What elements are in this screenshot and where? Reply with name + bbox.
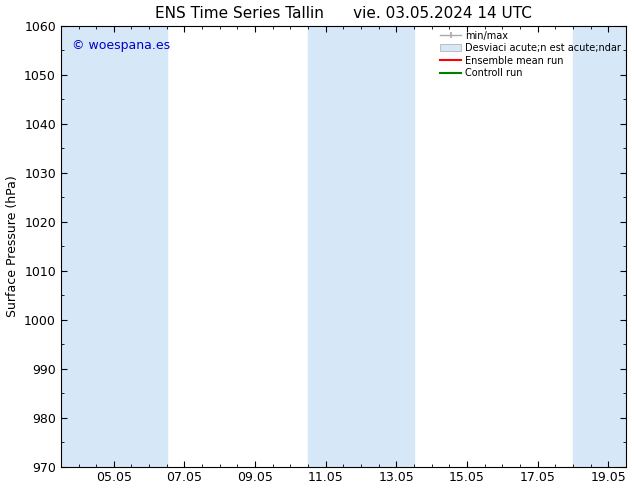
Legend: min/max, Desviaci acute;n est acute;ndar, Ensemble mean run, Controll run: min/max, Desviaci acute;n est acute;ndar… bbox=[438, 29, 623, 80]
Bar bbox=[344, 26, 414, 466]
Bar bbox=[308, 26, 344, 466]
Title: ENS Time Series Tallin      vie. 03.05.2024 14 UTC: ENS Time Series Tallin vie. 03.05.2024 1… bbox=[155, 5, 532, 21]
Bar bbox=[573, 26, 626, 466]
Bar bbox=[61, 26, 114, 466]
Bar bbox=[114, 26, 167, 466]
Y-axis label: Surface Pressure (hPa): Surface Pressure (hPa) bbox=[6, 175, 18, 317]
Text: © woespana.es: © woespana.es bbox=[72, 39, 171, 52]
